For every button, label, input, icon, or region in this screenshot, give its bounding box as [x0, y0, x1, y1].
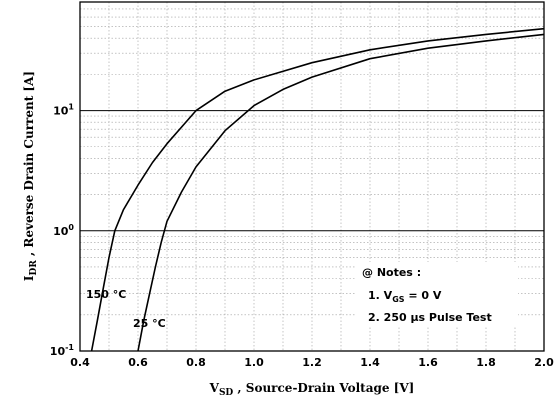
series-line-25c [137, 33, 545, 352]
y-tick-label: 10-1 [50, 343, 75, 358]
x-tick-label: 0.6 [128, 356, 148, 369]
series-line-150c [90, 27, 545, 352]
x-tick-label: 1.6 [418, 356, 438, 369]
notes-line-2: 2. 250 μs Pulse Test [368, 311, 492, 324]
notes-line-1: 1. VGS = 0 V [368, 289, 442, 304]
x-tick-label: 0.4 [70, 356, 90, 369]
curves [90, 27, 545, 352]
plot-frame [79, 1, 545, 352]
x-tick-labels: 0.4 0.6 0.8 1.0 1.2 1.4 1.6 1.8 2.0 [70, 356, 554, 369]
x-tick-label: 1.2 [302, 356, 322, 369]
y-tick-label: 100 [53, 223, 74, 238]
curve-label-25c: 25 °C [133, 317, 166, 330]
y-axis-title: IDR , Reverse Drain Current [A] [22, 71, 39, 281]
notes-title: @ Notes : [362, 266, 421, 279]
x-tick-label: 1.4 [360, 356, 380, 369]
x-tick-label: 0.8 [186, 356, 206, 369]
x-tick-label: 2.0 [534, 356, 554, 369]
x-tick-label: 1.0 [244, 356, 264, 369]
notes-background [356, 262, 518, 327]
y-tick-label: 101 [53, 103, 74, 118]
curve-label-150c: 150 °C [86, 288, 126, 301]
y-tick-labels: 10-1 100 101 [50, 103, 75, 358]
x-axis-title: VSD , Source-Drain Voltage [V] [209, 381, 415, 398]
x-tick-label: 1.8 [476, 356, 496, 369]
